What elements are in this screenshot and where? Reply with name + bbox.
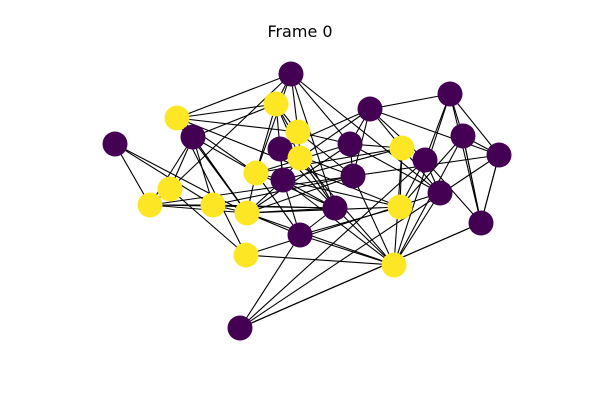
graph-edge <box>290 73 336 209</box>
graph-edge <box>245 254 395 266</box>
graph-edge <box>282 147 403 181</box>
graph-node-state-1 <box>233 242 259 268</box>
graph-node-state-0 <box>357 96 383 122</box>
graph-node-state-1 <box>243 160 269 186</box>
graph-edge <box>334 207 395 266</box>
graph-edge <box>282 179 395 266</box>
graph-edge <box>255 73 292 174</box>
graph-node-state-0 <box>287 222 313 248</box>
graph-edge <box>299 234 395 266</box>
graph-edge <box>393 93 451 266</box>
graph-edge <box>462 135 482 224</box>
graph-edge <box>255 172 301 236</box>
graph-edge <box>212 204 336 209</box>
graph-node-state-0 <box>450 123 476 149</box>
graph-node-state-1 <box>164 105 190 131</box>
graph-edge <box>299 108 371 159</box>
graph-node-state-1 <box>287 145 313 171</box>
graph-edge <box>114 143 214 206</box>
graph-node-state-0 <box>278 61 304 87</box>
graph-node-state-0 <box>468 210 494 236</box>
graph-edge <box>246 175 354 214</box>
graph-node-state-0 <box>412 147 438 173</box>
graph-node-state-0 <box>267 136 293 162</box>
graph-node-state-0 <box>322 195 348 221</box>
graph-edge <box>282 179 401 208</box>
nodes-layer <box>102 61 512 341</box>
graph-edge <box>352 175 395 266</box>
graph-edge <box>349 143 441 194</box>
graph-node-state-1 <box>381 252 407 278</box>
graph-node-state-1 <box>263 91 289 117</box>
graph-edge <box>369 93 451 110</box>
graph-edge <box>239 159 426 329</box>
graph-node-state-0 <box>337 131 363 157</box>
graph-node-state-1 <box>157 176 183 202</box>
frame-title: Frame 0 <box>267 22 333 41</box>
graph-node-state-1 <box>137 192 163 218</box>
graph-node-state-0 <box>427 180 453 206</box>
graph-edge <box>176 73 292 119</box>
graph-node-state-0 <box>102 131 128 157</box>
graph-edge <box>176 103 277 119</box>
graph-edge <box>169 188 247 256</box>
graph-edge <box>246 212 395 266</box>
graph-node-state-1 <box>200 192 226 218</box>
graph-edge <box>449 93 500 156</box>
graph-node-state-1 <box>389 135 415 161</box>
graph-edge <box>239 154 500 329</box>
graph-edge <box>246 143 351 214</box>
graph-edge <box>424 159 482 224</box>
graph-edge <box>290 73 351 145</box>
graph-edge <box>393 192 441 266</box>
graph-edge <box>239 222 482 329</box>
graph-node-state-1 <box>285 119 311 145</box>
graph-edge <box>239 234 301 329</box>
graph-edge <box>255 172 336 209</box>
graph-edge <box>149 136 194 206</box>
graph-edge <box>399 135 464 208</box>
graph-edge <box>290 73 441 194</box>
graph-node-state-0 <box>227 315 253 341</box>
graph-node-state-0 <box>270 167 296 193</box>
graph-edge <box>369 108 500 156</box>
graph-node-state-0 <box>180 124 206 150</box>
graph-node-state-1 <box>387 194 413 220</box>
graph-edge <box>449 93 482 224</box>
graph-edge <box>393 135 464 266</box>
graph-node-state-0 <box>437 81 463 107</box>
graph-node-state-0 <box>340 163 366 189</box>
graph-edge <box>149 204 248 214</box>
graph-node-state-1 <box>234 200 260 226</box>
graph-node-state-0 <box>486 142 512 168</box>
graph-edge <box>369 108 426 161</box>
graph-edge <box>192 103 277 138</box>
